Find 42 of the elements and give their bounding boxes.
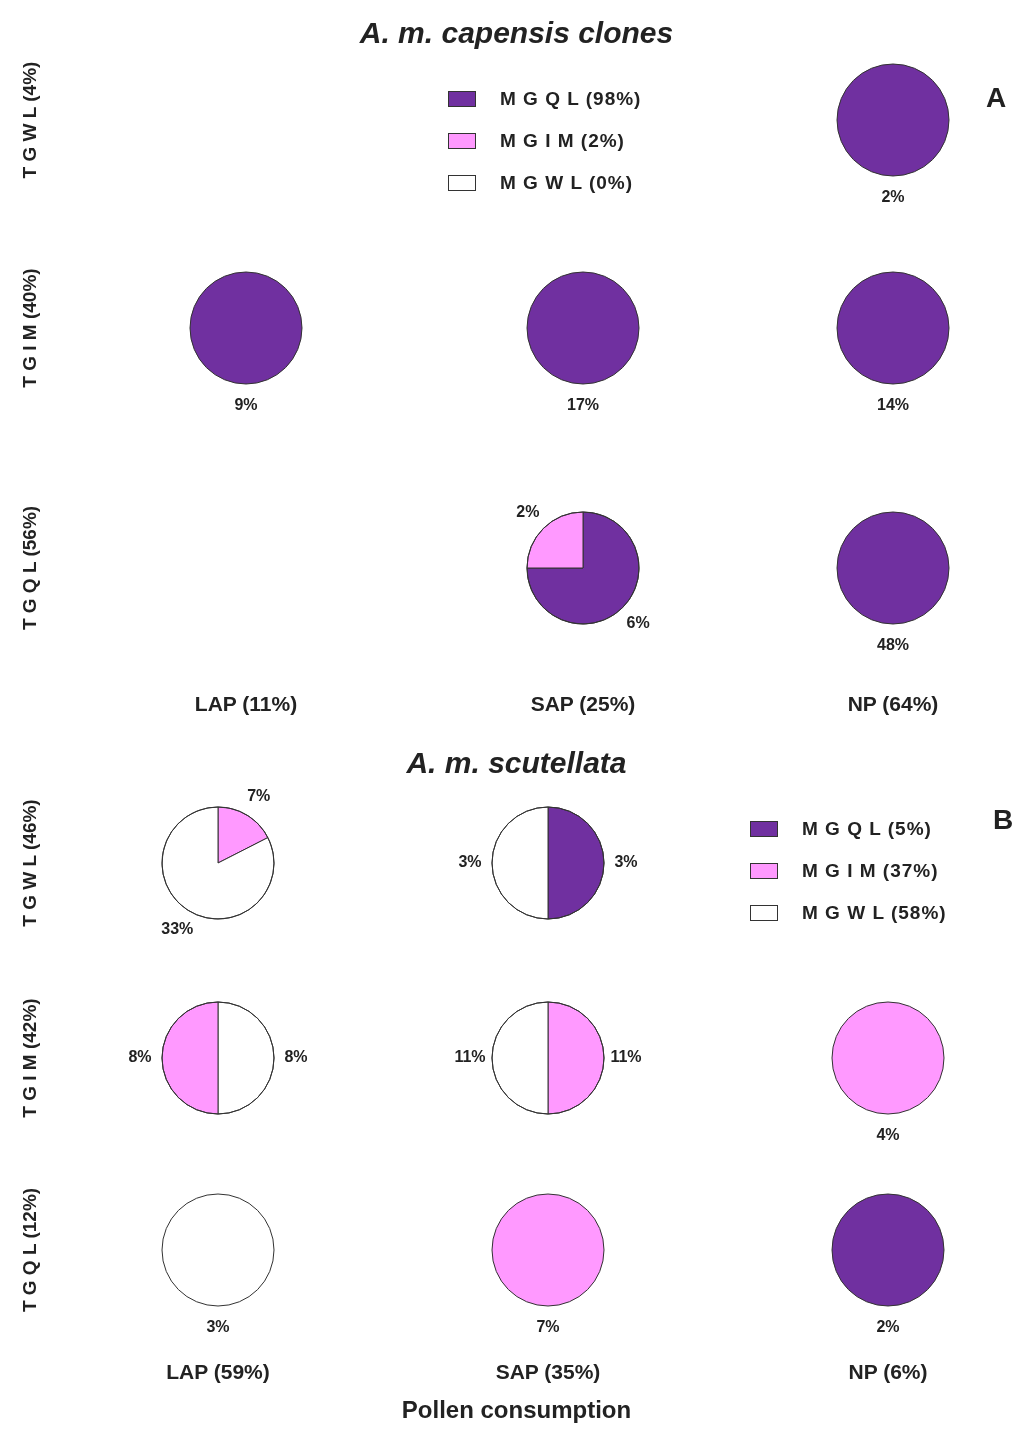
- data-label: 8%: [284, 1048, 308, 1066]
- data-label: 7%: [247, 786, 271, 804]
- text: LAP (11%): [194, 692, 298, 716]
- data-label: 48%: [876, 636, 910, 654]
- data-label: 2%: [881, 188, 905, 206]
- text: SAP (25%): [530, 692, 636, 716]
- data-label: 3%: [614, 853, 638, 871]
- category-label: M G I M (37%): [802, 860, 939, 882]
- data-label: 9%: [234, 396, 258, 414]
- text: NP (6%): [848, 1360, 928, 1384]
- text: NP (64%): [847, 692, 939, 716]
- data-label: 33%: [161, 919, 194, 937]
- data-label: 11%: [454, 1048, 486, 1066]
- category-label: T G Q L (12%): [19, 1187, 40, 1313]
- category-label: M G Q L (98%): [500, 88, 642, 110]
- text: B: [993, 804, 1014, 836]
- text: A. m. capensis clones: [358, 16, 675, 50]
- category-label: M G I M (2%): [500, 130, 625, 152]
- text: Pollen consumption: [400, 1396, 633, 1424]
- data-label: 2%: [516, 503, 540, 521]
- text: LAP (59%): [166, 1360, 270, 1384]
- data-label: 3%: [458, 853, 482, 871]
- category-label: T G I M (40%): [19, 268, 40, 388]
- data-label: 3%: [206, 1318, 230, 1336]
- data-label: 17%: [566, 396, 600, 414]
- category-label: M G W L (0%): [500, 172, 634, 194]
- data-label: 14%: [876, 396, 910, 414]
- category-label: T G W L (4%): [19, 61, 40, 179]
- text: SAP (35%): [495, 1360, 601, 1384]
- category-label: T G Q L (56%): [19, 505, 40, 631]
- text: A: [986, 82, 1007, 114]
- category-label: M G W L (58%): [802, 902, 947, 924]
- category-label: M G Q L (5%): [802, 818, 932, 840]
- category-label: T G W L (46%): [19, 799, 40, 927]
- data-label: 8%: [128, 1048, 152, 1066]
- data-label: 7%: [536, 1318, 560, 1336]
- category-label: T G I M (42%): [19, 998, 40, 1118]
- data-label: 6%: [626, 613, 650, 631]
- data-label: 4%: [876, 1126, 900, 1144]
- data-label: 2%: [876, 1318, 900, 1336]
- data-label: 11%: [610, 1048, 642, 1066]
- text: A. m. scutellata: [405, 746, 628, 780]
